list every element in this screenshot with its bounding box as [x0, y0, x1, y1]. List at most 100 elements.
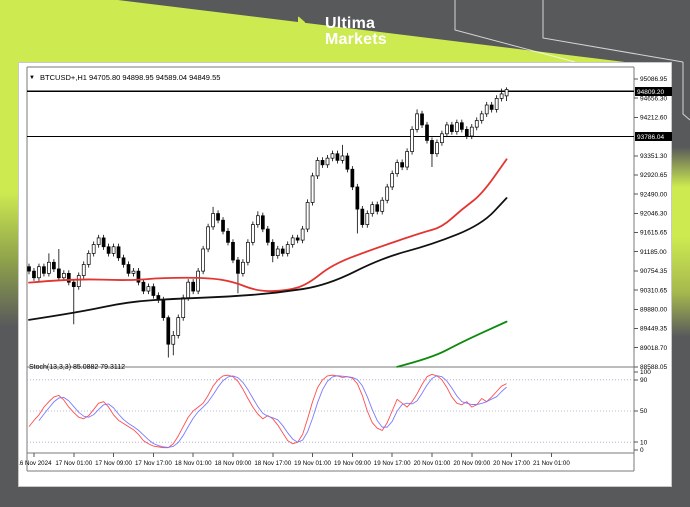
time-axis-label: 18 Nov 09:00 [215, 460, 252, 467]
stoch-axis-label: 0 [640, 447, 644, 454]
candle-up [251, 224, 255, 243]
candle-down [166, 317, 171, 345]
candle-up [415, 113, 419, 130]
price-axis-label: 91185.00 [640, 249, 667, 256]
candle-down [42, 266, 46, 274]
candle-down [136, 270, 141, 283]
candle-down [489, 104, 494, 110]
price-axis-label: 94656.30 [640, 95, 667, 102]
candle-down [106, 246, 111, 254]
price-axis-label: 93351.30 [640, 153, 667, 160]
candle-down [400, 162, 404, 168]
candle-down [355, 186, 360, 210]
candlestick-chart[interactable]: 95086.95 94656.30 94212.60 93351.30 92920.65… [16, 63, 673, 488]
time-axis-label: 19 Nov 09:00 [334, 460, 371, 467]
chart-title-ohlc: 94705.80 94898.95 94589.04 94849.55 [89, 73, 221, 82]
candle-down [126, 264, 131, 274]
candle-down [191, 281, 196, 292]
stochastic-layer [27, 373, 634, 449]
brand-line-1: Ultima [325, 15, 376, 32]
mt4-chart-panel[interactable]: 95086.95 94656.30 94212.60 93351.30 92920.65… [16, 62, 673, 488]
candle-up [494, 98, 499, 110]
candle-down [226, 230, 230, 243]
price-axis-label: 89880.00 [640, 307, 667, 314]
candle-up [474, 120, 479, 128]
chevron-down-icon[interactable]: ▼ [29, 75, 35, 81]
stoch-axis-label: 50 [640, 408, 648, 415]
price-axis-label: 92920.65 [640, 172, 667, 179]
stochastic-indicator-label: Stoch(13,3,3) 85.0882 79.3112 [29, 364, 126, 371]
candle-up [445, 124, 449, 135]
price-tag [635, 86, 672, 96]
candle-down [27, 266, 31, 272]
candle-up [47, 261, 51, 274]
moving-averages-layer [28, 158, 508, 368]
candle-down [464, 129, 469, 137]
candle-down [430, 140, 434, 155]
candle-up [111, 246, 116, 254]
candle-down [345, 155, 350, 170]
candle-up [146, 286, 151, 292]
price-axis-label: 90310.65 [640, 287, 667, 294]
candle-down [121, 257, 126, 265]
candle-up [176, 317, 181, 336]
candle-up [340, 155, 345, 161]
candle-up [479, 113, 484, 121]
candle-up [499, 93, 504, 99]
stoch-axis-label: 90 [640, 377, 648, 384]
candle-down [221, 219, 225, 232]
time-axis-label: 17 Nov 09:00 [95, 460, 132, 467]
candle-up [330, 153, 335, 159]
price-axis-label: 92490.00 [640, 191, 667, 198]
candle-down [71, 281, 76, 287]
price-tags-layer: 94809.20 93786.04 [635, 86, 672, 142]
candle-down [141, 281, 146, 292]
chart-title-symbol: BTCUSD+,H1 [40, 73, 87, 82]
price-axis-label: 89018.70 [640, 345, 667, 352]
candle-down [280, 248, 285, 254]
candle-up [256, 215, 260, 225]
right-accent-band [672, 62, 690, 507]
candle-up [206, 226, 210, 250]
candle-down [295, 237, 300, 241]
candle-up [390, 173, 395, 188]
stoch-signal-line [38, 375, 507, 448]
candle-down [56, 268, 61, 279]
stoch-main-line [28, 373, 507, 449]
axes-labels-layer: 95086.95 94656.30 94212.60 93351.30 92920.65… [16, 76, 667, 467]
candle-down [425, 124, 429, 141]
price-axis-label: 92046.30 [640, 211, 667, 218]
chart-frame [26, 66, 635, 472]
candle-up [96, 237, 101, 245]
candle-up [181, 297, 186, 318]
candle-up [201, 248, 205, 272]
slow-ma [28, 197, 508, 321]
candle-down [66, 272, 71, 283]
candle-down [270, 241, 275, 256]
stoch-axis-label: 100 [640, 369, 651, 376]
time-axis-label: 17 Nov 17:00 [135, 460, 172, 467]
left-accent-band [0, 62, 18, 507]
candle-up [171, 335, 176, 345]
candle-down [320, 160, 325, 166]
price-axis-label: 94212.60 [640, 115, 667, 122]
candle-down [375, 204, 380, 212]
candle-up [315, 160, 320, 177]
ultima-markets-logo-icon [298, 14, 316, 50]
candle-up [37, 266, 41, 279]
candle-down [52, 261, 56, 270]
candle-up [325, 157, 330, 166]
time-axis-label: 20 Nov 17:00 [493, 460, 530, 467]
price-tag-label: 93786.04 [637, 134, 664, 141]
fast-ma [28, 158, 508, 292]
candle-up [385, 186, 390, 201]
candle-down [420, 113, 424, 126]
time-axis-label: 18 Nov 17:00 [254, 460, 291, 467]
candle-up [310, 175, 315, 203]
candle-up [285, 244, 290, 254]
candle-up [196, 270, 200, 292]
candle-up [275, 248, 280, 256]
candle-down [260, 215, 265, 230]
horizontal-level-lines [27, 90, 634, 138]
